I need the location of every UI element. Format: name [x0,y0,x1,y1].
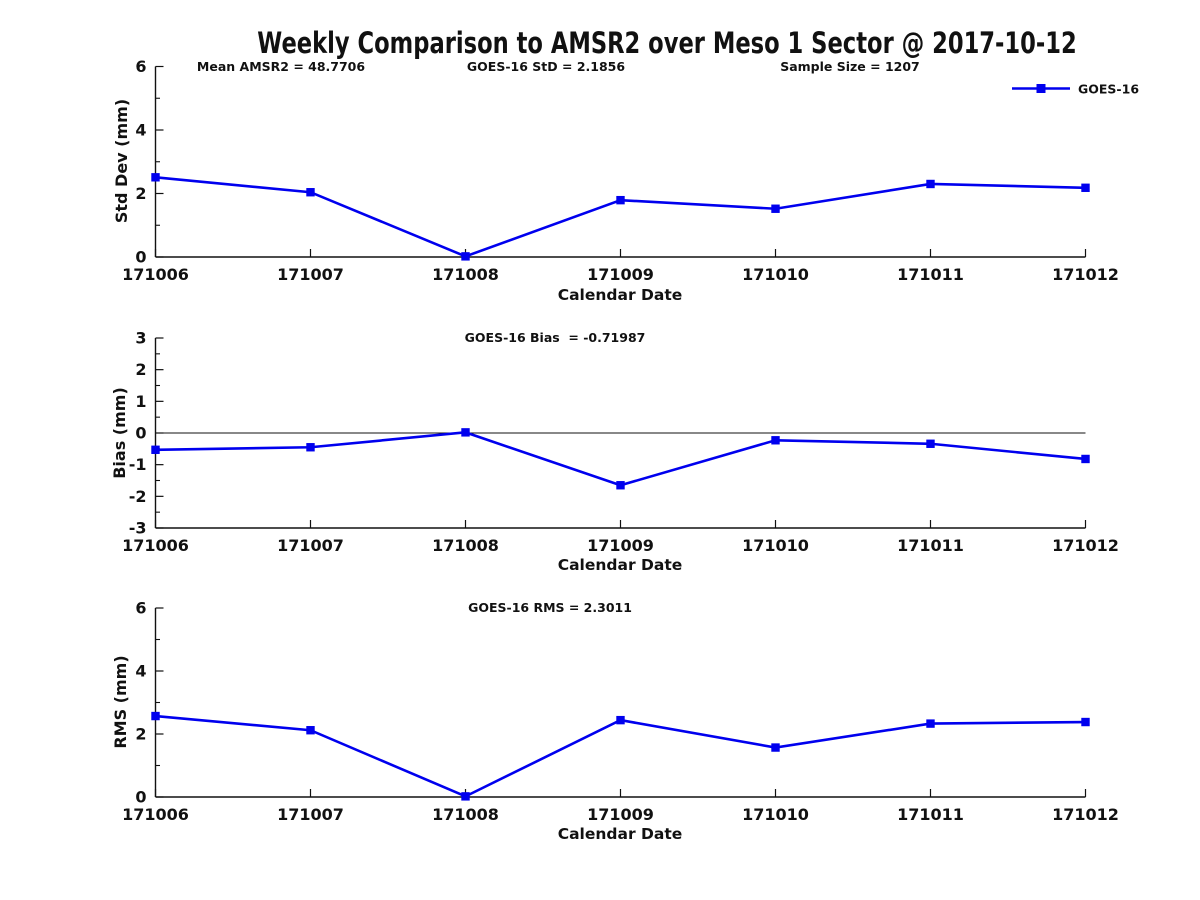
data-point-marker [926,439,935,448]
data-point-marker [306,443,315,452]
x-tick-label: 171006 [122,805,189,824]
series-line [155,176,1086,258]
data-point-marker [926,719,935,728]
x-tick-label: 171010 [742,805,809,824]
x-tick-label: 171011 [897,536,964,555]
data-point-marker [306,726,315,735]
data-point-marker [461,252,470,261]
annotation-sample-size: Sample Size = 1207 [780,59,920,74]
annotation-mean-amsr2: Mean AMSR2 = 48.7706 [196,59,366,74]
y-tick-label: 2 [135,360,146,379]
x-tick-label: 171012 [1052,265,1119,284]
y-tick-label: 4 [135,121,146,140]
data-point-marker [151,445,160,454]
x-tick-label: 171007 [277,805,344,824]
x-axis-label-calendar-date-2: Calendar Date [557,556,683,574]
x-tick-label: 171007 [277,265,344,284]
data-point-marker [771,436,780,445]
data-point-marker [616,195,625,205]
x-tick-label: 171008 [432,265,499,284]
x-tick-label: 171011 [897,265,964,284]
legend-marker [1036,84,1046,93]
annotation-goes16-std: GOES-16 StD = 2.1856 [466,59,626,74]
y-tick-label: 3 [135,329,146,348]
y-tick-label: 2 [135,725,146,744]
data-point-marker [1081,717,1090,727]
x-tick-label: 171006 [122,536,189,555]
data-point-marker [771,743,780,752]
x-tick-label: 171011 [897,805,964,824]
x-tick-label: 171006 [122,265,189,284]
data-point-marker [151,173,160,182]
x-tick-label: 171008 [432,805,499,824]
page-title: Weekly Comparison to AMSR2 over Meso 1 S… [257,26,1077,60]
y-tick-label: -3 [129,519,147,538]
x-tick-label: 171009 [587,536,654,555]
annotation-goes16-rms: GOES-16 RMS = 2.3011 [468,600,632,615]
data-point-marker [461,792,470,801]
data-point-marker [1081,183,1090,192]
data-point-marker [616,715,625,725]
x-tick-label: 171009 [587,265,654,284]
y-tick-label: 2 [135,184,146,203]
y-tick-label: 4 [135,662,146,681]
annotation-goes16-bias: GOES-16 Bias = -0.71987 [464,330,646,345]
x-tick-label: 171012 [1052,536,1119,555]
series-line [155,431,1086,487]
y-tick-label: -1 [129,455,147,474]
y-tick-label: 0 [135,424,146,443]
y-tick-label: 6 [135,57,146,76]
data-point-marker [926,179,935,189]
x-tick-label: 171007 [277,536,344,555]
y-tick-label: 0 [135,248,146,267]
data-point-marker [461,428,470,437]
y-tick-label: -2 [129,487,147,506]
data-point-marker [771,204,780,213]
legend-label: GOES-16 [1078,82,1139,97]
x-tick-label: 171012 [1052,805,1119,824]
y-tick-label: 1 [135,392,146,411]
series-line [155,714,1086,798]
data-point-marker [151,711,160,721]
x-tick-label: 171010 [742,265,809,284]
y-tick-label: 0 [135,788,146,807]
x-axis-label-calendar-date-3: Calendar Date [557,825,683,843]
x-tick-label: 171010 [742,536,809,555]
data-point-marker [306,188,315,197]
x-axis-label-calendar-date-1: Calendar Date [557,286,683,304]
x-tick-label: 171009 [587,805,654,824]
data-point-marker [616,481,625,490]
data-point-marker [1081,454,1090,464]
y-tick-label: 6 [135,599,146,618]
x-tick-label: 171008 [432,536,499,555]
